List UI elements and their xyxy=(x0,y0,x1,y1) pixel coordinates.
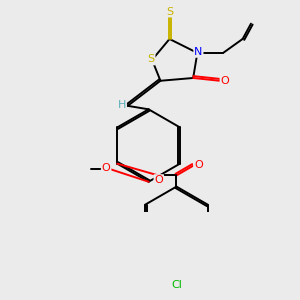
Text: O: O xyxy=(220,76,229,86)
Text: O: O xyxy=(154,175,163,185)
Text: O: O xyxy=(194,160,203,170)
Text: O: O xyxy=(102,163,110,173)
Text: Cl: Cl xyxy=(171,280,182,290)
Text: N: N xyxy=(194,47,202,57)
Text: H: H xyxy=(118,100,126,110)
Text: S: S xyxy=(148,55,154,64)
Text: S: S xyxy=(166,7,173,16)
